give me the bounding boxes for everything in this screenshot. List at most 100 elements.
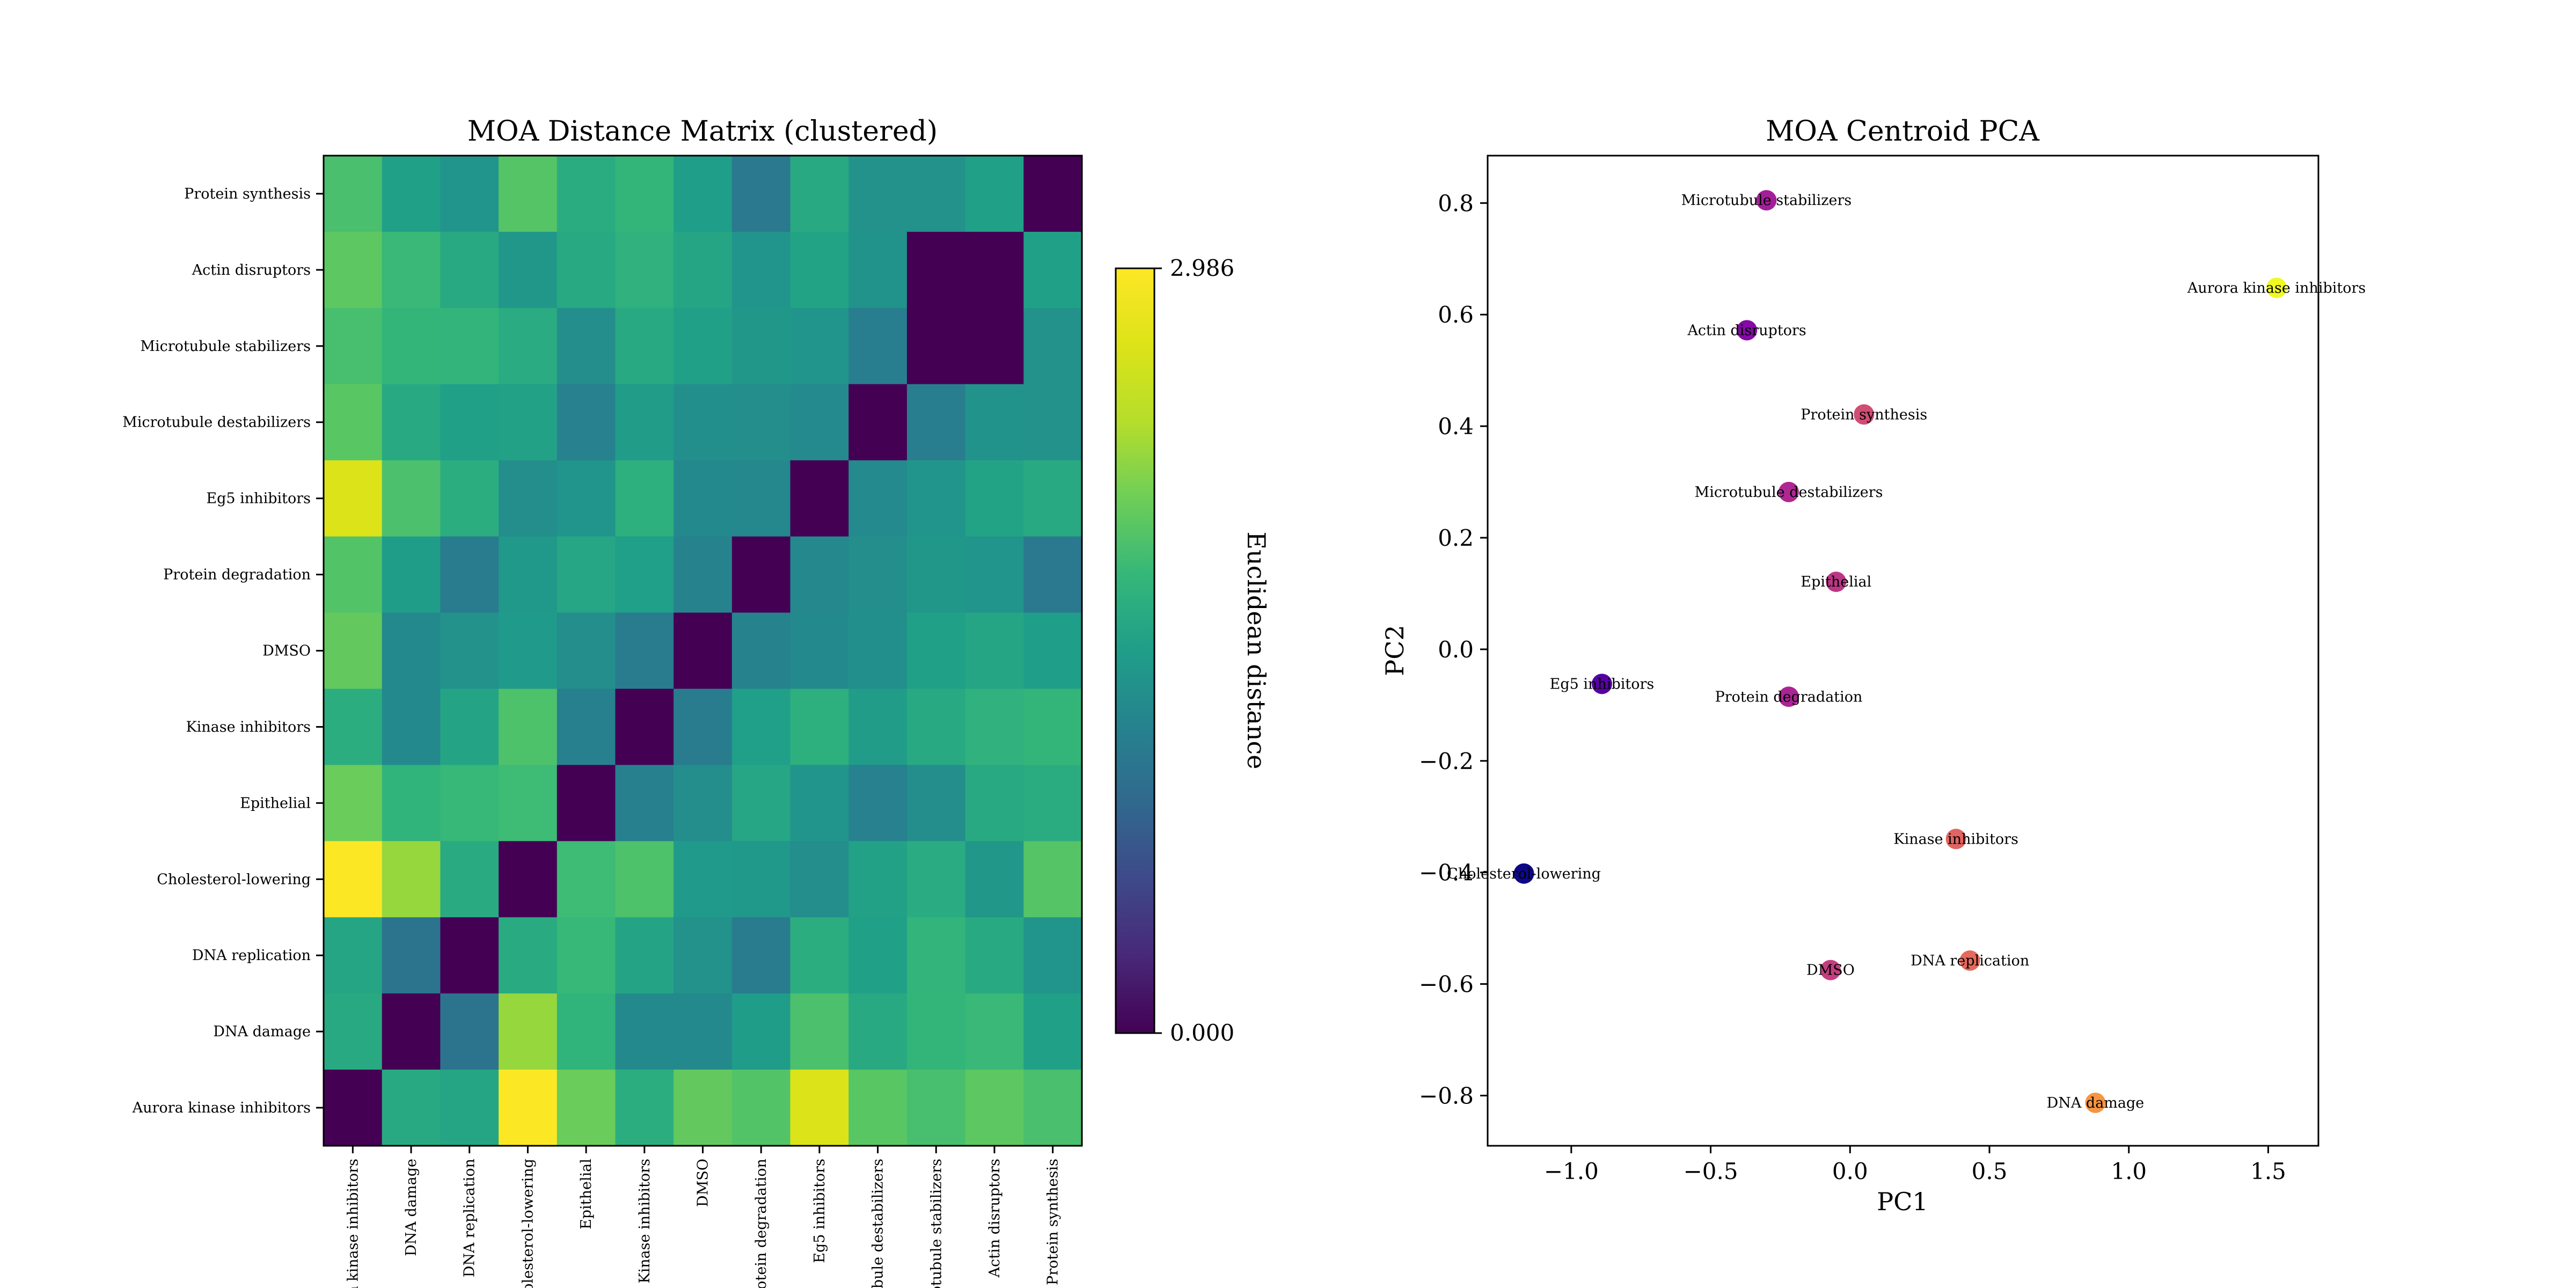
heatmap-cell: [499, 612, 558, 690]
heatmap-cell: [557, 308, 616, 385]
heatmap-cell: [906, 841, 966, 918]
scatter-point: [1826, 572, 1847, 592]
heatmap-cell: [499, 231, 558, 309]
heatmap-cell: [965, 156, 1024, 232]
scatter-x-tick-label: −0.5: [1684, 1158, 1738, 1184]
heatmap-cell: [382, 917, 441, 994]
heatmap-cell: [440, 308, 499, 385]
heatmap-cell: [848, 993, 908, 1070]
heatmap-cell: [906, 689, 966, 765]
scatter-y-tick-label: −0.8: [1419, 1082, 1474, 1109]
heatmap-cell: [440, 536, 499, 613]
heatmap-cell: [382, 1070, 441, 1146]
heatmap-column-label: Kinase inhibitors: [636, 1159, 653, 1284]
heatmap-cell: [1023, 384, 1082, 461]
scatter-point: [1854, 404, 1875, 425]
heatmap-cell: [499, 460, 558, 537]
heatmap-cell: [440, 156, 499, 232]
heatmap-cell: [499, 308, 558, 385]
heatmap-column-label: Aurora kinase inhibitors: [345, 1159, 361, 1288]
heatmap-cell: [674, 384, 733, 461]
heatmap-cell: [790, 384, 849, 461]
scatter-x-axis-label: PC1: [1877, 1187, 1928, 1216]
heatmap-cell: [674, 156, 733, 232]
scatter-points: Microtubule stabilizers Aurora kinase inh…: [1447, 190, 2366, 1113]
scatter-point-label: Microtubule destabilizers: [1695, 484, 1883, 501]
heatmap-cell: [615, 231, 674, 309]
heatmap-cell: [674, 612, 733, 690]
heatmap-cell: [731, 993, 791, 1070]
heatmap-cell: [674, 308, 733, 385]
heatmap-cell: [615, 612, 674, 690]
heatmap-column-labels: Aurora kinase inhibitors DNA damage DNA re…: [345, 1146, 1062, 1288]
scatter-point-label: Cholesterol-lowering: [1447, 866, 1601, 882]
scatter-point: [1779, 481, 1799, 502]
heatmap-title: MOA Distance Matrix (clustered): [467, 115, 938, 148]
heatmap-cell: [1023, 917, 1082, 994]
scatter-y-tick-label: 0.2: [1438, 525, 1474, 551]
heatmap-cell: [440, 1070, 499, 1146]
heatmap-cell: [557, 156, 616, 232]
heatmap-cell: [440, 612, 499, 690]
heatmap-cell: [324, 231, 383, 309]
heatmap-cell: [1023, 231, 1082, 309]
heatmap-cell: [1023, 765, 1082, 841]
scatter-x-tick-label: 0.0: [1832, 1158, 1868, 1184]
heatmap-cell: [615, 384, 674, 461]
scatter-x-ticks: −1.0 −0.5 0.0 0.5 1.0 1.5: [1544, 1146, 2286, 1184]
scatter-y-tick-label: 0.8: [1438, 190, 1474, 216]
heatmap-cell: [790, 536, 849, 613]
scatter-x-tick-label: 1.5: [2250, 1158, 2286, 1184]
heatmap-cell: [557, 917, 616, 994]
heatmap-cell: [1023, 156, 1082, 232]
heatmap-cell: [557, 765, 616, 841]
heatmap-row-label: Protein synthesis: [184, 186, 311, 202]
heatmap-cell: [324, 308, 383, 385]
heatmap-cell: [674, 917, 733, 994]
heatmap-row-labels: Protein synthesis Actin disruptors Microtu…: [122, 186, 324, 1116]
heatmap-cell: [674, 689, 733, 765]
heatmap-cell: [557, 841, 616, 918]
heatmap-cell: [790, 156, 849, 232]
colorbar-max-label: 2.986: [1170, 255, 1234, 281]
heatmap-row-label: Actin disruptors: [192, 262, 311, 279]
heatmap-cell: [965, 612, 1024, 690]
heatmap-cell: [965, 1070, 1024, 1146]
scatter-point: [1820, 960, 1841, 980]
heatmap-cell: [382, 689, 441, 765]
heatmap-cell: [906, 993, 966, 1070]
heatmap-cell: [674, 765, 733, 841]
heatmap-cell: [848, 536, 908, 613]
heatmap-cell: [965, 536, 1024, 613]
heatmap-cell: [324, 460, 383, 537]
heatmap-column-label: Microtubule stabilizers: [928, 1159, 945, 1288]
heatmap-cell: [965, 917, 1024, 994]
scatter-point: [1513, 863, 1534, 884]
heatmap-cell: [557, 612, 616, 690]
heatmap-cell: [615, 308, 674, 385]
scatter-point-label: Microtubule stabilizers: [1681, 192, 1852, 209]
heatmap-column-label: Epithelial: [578, 1159, 595, 1230]
heatmap-row-label: Epithelial: [240, 795, 311, 811]
heatmap-cell: [499, 917, 558, 994]
heatmap-cell: [499, 765, 558, 841]
scatter-point-label: Kinase inhibitors: [1893, 831, 2018, 847]
heatmap-column-label: DMSO: [695, 1159, 712, 1207]
heatmap-cell: [790, 993, 849, 1070]
scatter-y-tick-label: −0.2: [1419, 748, 1474, 774]
heatmap-column-label: Cholesterol-lowering: [519, 1159, 536, 1288]
heatmap-cell: [440, 689, 499, 765]
heatmap-cell: [499, 536, 558, 613]
heatmap-cell: [382, 612, 441, 690]
heatmap-cell: [790, 612, 849, 690]
heatmap-cell: [557, 536, 616, 613]
scatter-point: [2266, 277, 2287, 298]
heatmap-cell: [965, 460, 1024, 537]
heatmap-row-label: DNA damage: [213, 1023, 311, 1040]
heatmap-cell: [790, 231, 849, 309]
heatmap-cell: [731, 765, 791, 841]
scatter-point-label: Aurora kinase inhibitors: [2187, 280, 2366, 296]
heatmap-cell: [731, 689, 791, 765]
heatmap-cell: [790, 460, 849, 537]
heatmap-column-label: DNA replication: [462, 1159, 478, 1277]
